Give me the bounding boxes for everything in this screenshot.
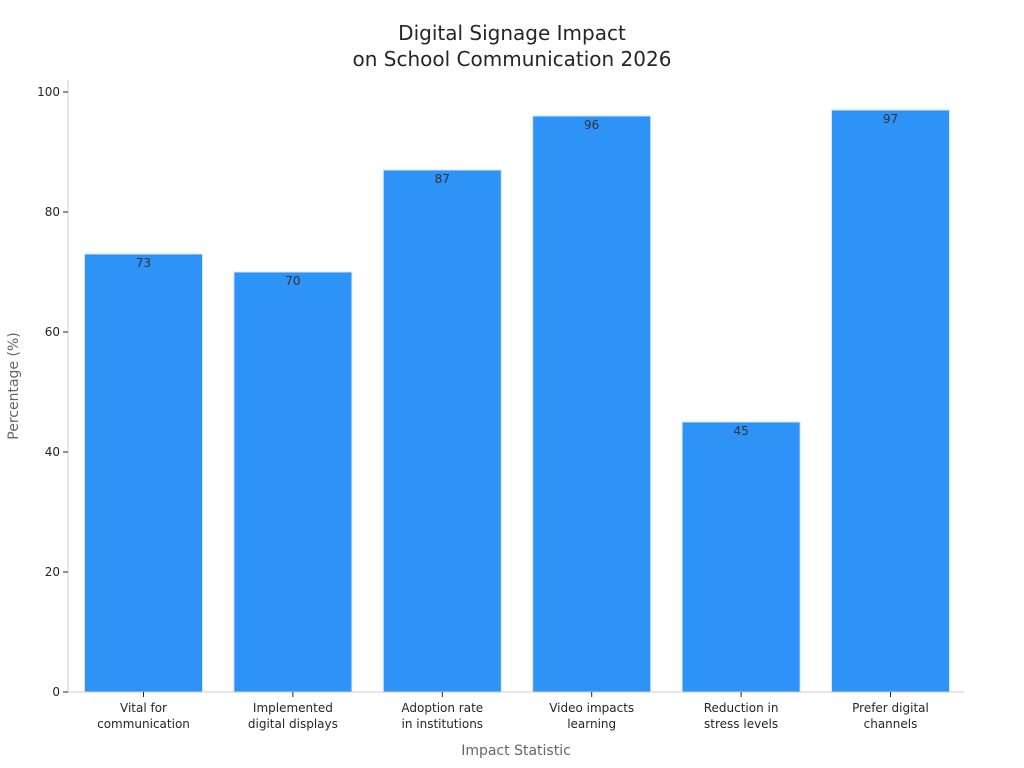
bar-value-label: 97	[883, 112, 898, 126]
bar	[532, 115, 652, 693]
y-tick-label: 60	[45, 325, 60, 339]
x-category-label: learning	[567, 717, 616, 731]
y-tick-label: 40	[45, 445, 60, 459]
y-tick-label: 80	[45, 205, 60, 219]
bar-value-label: 70	[285, 274, 300, 288]
bar-value-label: 73	[136, 256, 151, 270]
x-category-label: Adoption rate	[401, 701, 483, 715]
x-category-label: stress levels	[704, 717, 778, 731]
x-category-label: channels	[864, 717, 918, 731]
x-category-label: Implemented	[253, 701, 333, 715]
x-category-label: Vital for	[120, 701, 167, 715]
bar-value-label: 96	[584, 118, 599, 132]
x-category-label: communication	[97, 717, 190, 731]
bar	[831, 109, 950, 693]
chart-title-line-1: Digital Signage Impact	[398, 21, 626, 45]
y-tick-label: 20	[45, 565, 60, 579]
x-category-label: Prefer digital	[852, 701, 929, 715]
x-axis-title: Impact Statistic	[461, 743, 571, 759]
bar	[382, 169, 502, 693]
y-axis-ticks: 0 20 40 60 80 100	[37, 85, 68, 699]
chart-title-line-2: on School Communication 2026	[353, 47, 672, 71]
x-category-label: Video impacts	[549, 701, 634, 715]
x-axis-category-labels: Vital for communication Implemented digital…	[97, 692, 929, 731]
bar	[84, 253, 203, 693]
data-labels: 73 70 87 96 45 97	[136, 112, 898, 438]
x-category-label: digital displays	[248, 717, 338, 731]
bars	[84, 109, 950, 693]
y-axis-title: Percentage (%)	[6, 332, 22, 439]
bar-value-label: 87	[435, 172, 450, 186]
chart-title: Digital Signage Impact on School Communi…	[353, 21, 672, 71]
x-category-label: Reduction in	[704, 701, 779, 715]
x-category-label: in institutions	[402, 717, 484, 731]
y-tick-label: 100	[37, 85, 60, 99]
bar-value-label: 45	[733, 424, 748, 438]
bar	[233, 271, 353, 693]
y-tick-label: 0	[52, 685, 60, 699]
bar	[681, 421, 801, 693]
